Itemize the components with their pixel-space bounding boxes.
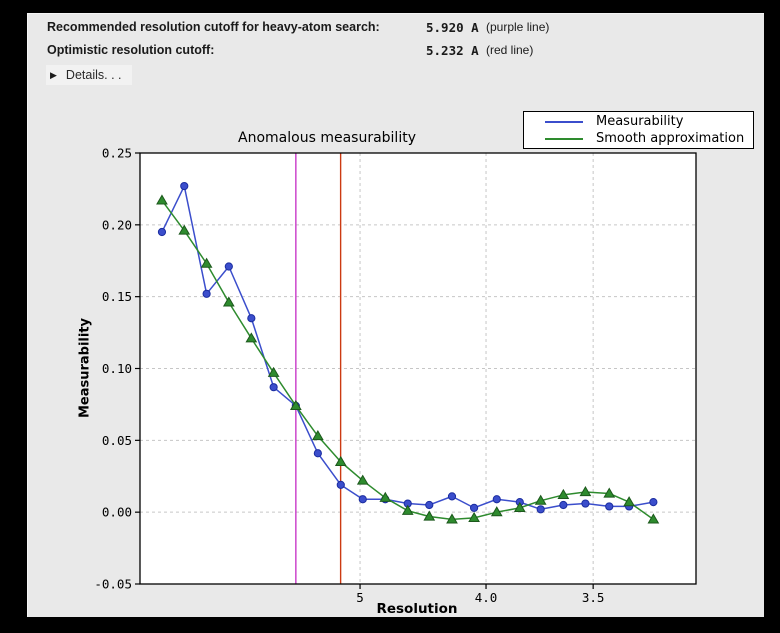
recommended-cutoff-label: Recommended resolution cutoff for heavy-… — [47, 20, 380, 34]
chart-title: Anomalous measurability — [238, 130, 416, 146]
legend-item-smooth-approximation: Smooth approximation — [524, 130, 753, 147]
legend-label-smooth-approximation: Smooth approximation — [596, 131, 745, 146]
recommended-cutoff-note: (purple line) — [486, 20, 550, 34]
xtriage-result-panel — [27, 13, 764, 617]
y-axis-label: Measurability — [77, 317, 93, 419]
optimistic-cutoff-value: 5.232 A — [426, 43, 479, 58]
measurability-line-swatch — [545, 120, 583, 123]
smooth-approximation-line-swatch — [545, 137, 583, 140]
disclosure-triangle-icon: ▶ — [50, 70, 57, 80]
x-axis-label: Resolution — [376, 601, 458, 617]
optimistic-cutoff-label: Optimistic resolution cutoff: — [47, 43, 215, 57]
optimistic-cutoff-note: (red line) — [486, 43, 534, 57]
chart-legend: Measurability Smooth approximation — [523, 111, 754, 149]
recommended-cutoff-value: 5.920 A — [426, 20, 479, 35]
legend-item-measurability: Measurability — [524, 113, 753, 130]
legend-label-measurability: Measurability — [596, 114, 684, 129]
details-label: Details. . . — [65, 68, 122, 82]
details-disclosure[interactable]: ▶ Details. . . — [46, 65, 132, 85]
